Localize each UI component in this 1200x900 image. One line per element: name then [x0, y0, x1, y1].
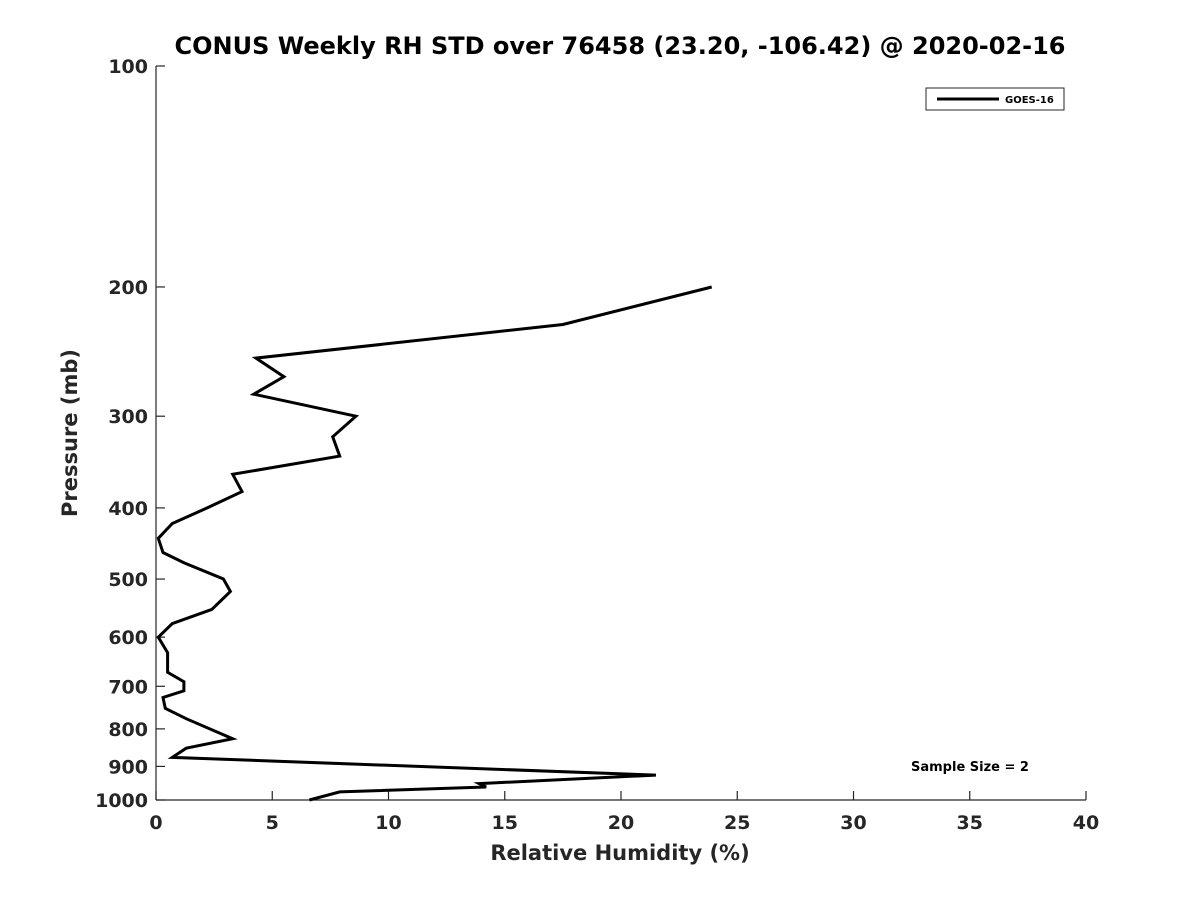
y-tick-label: 900	[108, 756, 148, 778]
x-tick-label: 35	[957, 812, 983, 834]
plot-area: 0 5 10 15 20 25 30 35 40 100 200 300 400 500 600 700 80…	[95, 56, 1099, 834]
chart-title: CONUS Weekly RH STD over 76458 (23.20, -…	[174, 32, 1065, 60]
x-tick-label: 30	[840, 812, 866, 834]
x-axis-label: Relative Humidity (%)	[490, 841, 749, 865]
y-tick-label: 700	[108, 676, 148, 698]
sample-size-annotation: Sample Size = 2	[911, 760, 1029, 775]
y-tick-label: 1000	[95, 790, 148, 812]
x-tick-label: 40	[1073, 812, 1099, 834]
y-tick-label: 600	[108, 627, 148, 649]
x-tick-label: 0	[149, 812, 162, 834]
legend-label-goes16: GOES-16	[1005, 95, 1054, 106]
y-tick-label: 500	[108, 569, 148, 591]
y-tick-label: 100	[108, 56, 148, 78]
legend: GOES-16	[925, 87, 1065, 111]
y-ticks: 100 200 300 400 500 600 700 800 900 1000	[95, 56, 165, 812]
x-ticks: 0 5 10 15 20 25 30 35 40	[149, 791, 1099, 834]
y-tick-label: 800	[108, 719, 148, 741]
x-tick-label: 10	[375, 812, 401, 834]
x-tick-label: 20	[608, 812, 634, 834]
series-line-goes16	[156, 285, 713, 802]
x-tick-label: 5	[266, 812, 279, 834]
y-tick-label: 300	[108, 406, 148, 428]
x-tick-label: 25	[724, 812, 750, 834]
series-layer	[156, 285, 713, 802]
y-tick-label: 200	[108, 277, 148, 299]
y-tick-label: 400	[108, 498, 148, 520]
x-tick-label: 15	[492, 812, 518, 834]
y-axis-label: Pressure (mb)	[58, 349, 82, 517]
